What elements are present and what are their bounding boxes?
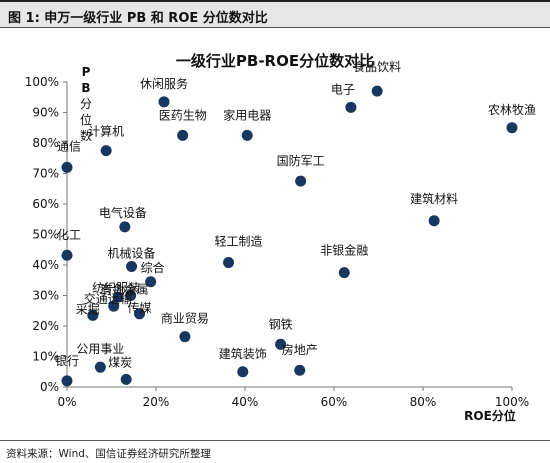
- data-point-label: 有色金属: [101, 282, 149, 297]
- x-tick-label: 0%: [57, 395, 76, 409]
- data-point-label: 纺织服装: [92, 281, 140, 295]
- data-point: [177, 129, 189, 141]
- chart-title: 一级行业PB-ROE分位数对比: [176, 52, 374, 70]
- data-point: [275, 338, 287, 350]
- y-axis-label-char: 分: [80, 97, 92, 111]
- data-point: [94, 361, 106, 373]
- data-point-label: 家用电器: [223, 107, 271, 122]
- data-point-label: 银行: [55, 354, 79, 368]
- data-point: [179, 331, 191, 343]
- data-point: [158, 96, 170, 108]
- data-point-label: 国防军工: [277, 153, 325, 168]
- data-point-label: 商业贸易: [161, 311, 209, 326]
- data-point: [125, 290, 137, 301]
- data-point-label: 公用事业: [76, 342, 124, 356]
- data-point: [371, 85, 383, 97]
- data-point-label: 休闲服务: [140, 76, 188, 91]
- data-point-label: 煤炭: [108, 355, 132, 369]
- data-point: [237, 366, 249, 378]
- y-axis-label-char: 数: [80, 128, 92, 143]
- data-point: [100, 145, 112, 157]
- data-point-label: 医药生物: [159, 108, 207, 122]
- y-tick-label: 50%: [32, 228, 59, 242]
- data-point-label: 建筑装饰: [219, 346, 267, 361]
- data-point: [134, 308, 146, 320]
- axes: 0% 20% 40% 60% 80% 100% 0% 10% 20% 30% 40% 50% 60% 70…: [25, 75, 529, 409]
- data-point-label: 非银金融: [320, 243, 368, 258]
- data-point: [345, 101, 357, 113]
- y-tick-label: 60%: [32, 197, 59, 211]
- figure-header: 图 1: 申万一级行业 PB 和 ROE 分位数对比: [0, 0, 550, 28]
- data-point-label: 电气设备: [99, 205, 147, 220]
- data-point: [223, 257, 235, 269]
- figure-source: 资料来源：Wind、国信证券经济研究所整理: [6, 448, 211, 460]
- data-point-label: 建筑材料: [410, 191, 458, 206]
- y-tick-label: 10%: [32, 350, 59, 364]
- data-point: [506, 122, 518, 134]
- y-tick-label: 90%: [32, 106, 59, 120]
- data-point-label: 通信: [57, 139, 81, 153]
- data-point-label: 综合: [141, 260, 165, 275]
- data-point-label: 房地产: [282, 342, 318, 357]
- data-point: [428, 215, 440, 227]
- data-point: [120, 373, 132, 385]
- y-tick-label: 40%: [32, 258, 59, 272]
- data-point-label: 电子: [331, 82, 355, 96]
- x-tick-label: 80%: [410, 395, 437, 409]
- x-tick-label: 100%: [495, 395, 529, 409]
- data-point-label: 化工: [57, 228, 81, 242]
- data-point: [61, 161, 73, 173]
- y-tick-label: 100%: [25, 75, 59, 89]
- y-axis-label-char: B: [81, 81, 90, 95]
- data-point: [145, 276, 157, 288]
- data-point: [295, 175, 307, 187]
- data-point: [61, 249, 73, 261]
- data-point-label: 交通运输: [84, 291, 132, 306]
- y-tick-label: 0%: [40, 380, 59, 394]
- data-point-label: 农林牧渔: [488, 103, 536, 117]
- data-point-label: 计算机: [88, 124, 124, 139]
- data-point: [126, 261, 138, 273]
- data-point: [112, 291, 124, 303]
- y-tick-label: 20%: [32, 319, 59, 333]
- data-points: [61, 85, 518, 387]
- data-point: [108, 300, 120, 312]
- data-point: [294, 364, 306, 376]
- data-point: [241, 129, 253, 141]
- data-point-label: 食品饮料: [353, 59, 401, 74]
- figure-footer: 资料来源：Wind、国信证券经济研究所整理: [0, 440, 550, 463]
- x-tick-label: 20%: [143, 395, 170, 409]
- data-point-label: 机械设备: [108, 246, 156, 261]
- data-point-label: 钢铁: [269, 317, 293, 331]
- data-point-label: 传媒: [128, 300, 152, 315]
- y-tick-label: 70%: [32, 167, 59, 181]
- data-point: [87, 309, 99, 321]
- data-point: [61, 375, 73, 387]
- y-tick-label: 30%: [32, 289, 59, 303]
- y-axis-label-char: 位: [80, 112, 92, 127]
- data-point-label: 轻工制造: [215, 235, 263, 249]
- x-axis-label: ROE分位: [464, 408, 516, 423]
- x-tick-label: 60%: [321, 395, 348, 409]
- data-point: [338, 267, 350, 279]
- data-point: [119, 221, 131, 233]
- x-tick-label: 40%: [232, 395, 259, 409]
- data-point-label: 采掘: [76, 301, 100, 316]
- y-axis-label-char: P: [82, 65, 91, 79]
- y-tick-label: 80%: [32, 136, 59, 150]
- figure-title: 图 1: 申万一级行业 PB 和 ROE 分位数对比: [8, 11, 268, 26]
